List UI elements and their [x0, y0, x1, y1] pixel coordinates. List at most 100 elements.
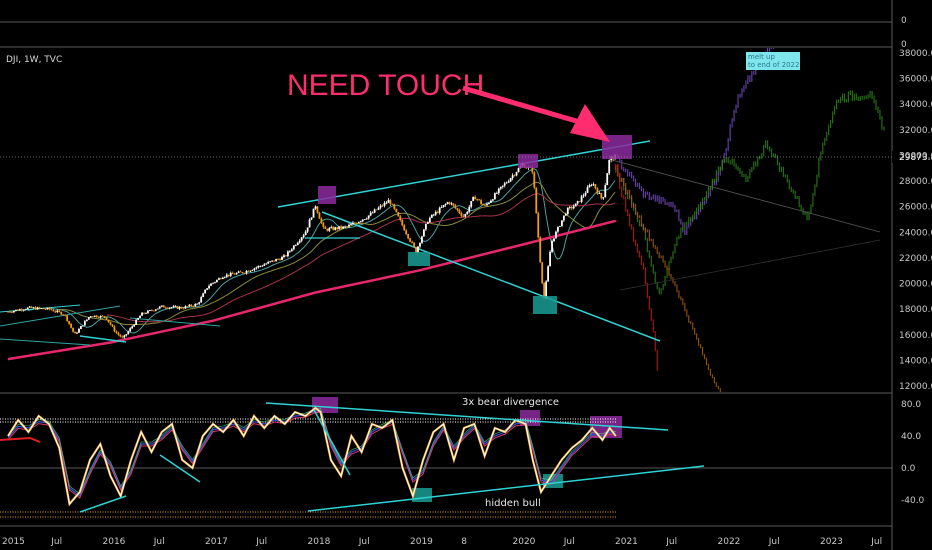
- price-tick-9: 30000.0: [899, 151, 932, 161]
- candle-body-200: [401, 220, 404, 226]
- candle-body-165: [332, 227, 335, 230]
- candle-body-292: [582, 195, 585, 197]
- candle-body-249: [497, 188, 500, 194]
- time-axis: 2015 Jul 2016 Jul 2017 Jul 2018 Jul 2019 8 2020 Jul…: [2, 537, 882, 547]
- candle-body-64: [133, 324, 136, 327]
- teal-marker-0: [408, 252, 430, 266]
- candle-body-107: [218, 278, 220, 280]
- candle-body-287: [572, 206, 575, 209]
- candle-body-283: [564, 213, 567, 216]
- time-tick-6: 2018: [308, 537, 331, 547]
- time-tick-4: 2017: [205, 537, 228, 547]
- candle-body-118: [239, 271, 242, 273]
- candle-body-55: [115, 331, 118, 333]
- candle-body-19: [44, 308, 47, 310]
- candle-body-109: [221, 277, 224, 280]
- candle-body-38: [82, 325, 84, 327]
- candle-body-50: [105, 317, 108, 320]
- candle-body-53: [111, 324, 114, 327]
- faint-line-1: [611, 159, 881, 233]
- candle-body-263: [525, 167, 528, 169]
- time-tick-11: Jul: [563, 537, 575, 547]
- early-line-3: [79, 335, 127, 343]
- candle-body-232: [464, 214, 467, 217]
- candle-body-242: [484, 205, 486, 206]
- osc-k-white: [7, 407, 617, 506]
- candle-body-23: [52, 310, 55, 312]
- candle-body-194: [389, 200, 392, 205]
- candle-body-25: [56, 310, 59, 312]
- candle-body-93: [190, 304, 193, 307]
- candle-body-114: [231, 272, 234, 274]
- candle-body-298: [594, 184, 597, 189]
- candle-body-28: [62, 314, 65, 316]
- candle-body-108: [219, 278, 222, 280]
- lower-channel-line: [321, 211, 661, 342]
- candle-body-239: [478, 199, 481, 201]
- faint-line-2: [619, 239, 881, 291]
- candle-body-164: [330, 227, 333, 229]
- candle-body-27: [60, 311, 63, 315]
- candle-body-131: [265, 263, 268, 265]
- candle-body-105: [214, 281, 216, 283]
- melt-up-note: melt up to end of 2022: [748, 53, 799, 69]
- candle-body-252: [503, 183, 506, 186]
- candle-body-41: [87, 317, 90, 320]
- candle-body-13: [32, 307, 35, 309]
- candle-body-175: [352, 222, 354, 225]
- candle-body-220: [440, 207, 443, 208]
- candle-body-36: [78, 328, 80, 333]
- purple-marker-0: [318, 186, 336, 204]
- candle-body-52: [109, 322, 112, 325]
- candle-body-20: [46, 307, 49, 310]
- candle-body-222: [444, 204, 447, 206]
- candle-body-168: [338, 226, 341, 230]
- candle-body-196: [393, 204, 396, 209]
- candle-body-69: [143, 312, 145, 314]
- candle-body-139: [281, 256, 283, 261]
- candle-body-97: [198, 302, 201, 304]
- candle-body-269: [537, 213, 540, 238]
- candle-body-94: [192, 306, 195, 307]
- candle-body-211: [423, 229, 425, 237]
- candle-body-91: [186, 306, 189, 308]
- candle-body-21: [48, 307, 51, 310]
- candle-body-255: [509, 178, 512, 182]
- candle-body-282: [562, 215, 565, 221]
- candle-body-146: [294, 244, 297, 246]
- candle-body-230: [460, 213, 463, 216]
- osc-tick-1: 40.0: [901, 432, 921, 442]
- candle-body-102: [208, 285, 210, 289]
- candle-body-119: [241, 272, 244, 274]
- early-line-2: [0, 305, 121, 327]
- candle-body-43: [91, 316, 94, 318]
- candle-body-271: [541, 262, 544, 284]
- candle-body-289: [576, 201, 579, 204]
- candle-body-180: [361, 219, 364, 222]
- need-touch-arrow-shaft: [462, 85, 591, 128]
- candle-body-182: [365, 218, 368, 220]
- candle-body-145: [292, 245, 295, 250]
- candle-body-140: [283, 255, 285, 257]
- candle-body-84: [172, 306, 175, 308]
- candle-body-72: [149, 310, 151, 311]
- candle-body-286: [570, 206, 573, 209]
- candle-body-272: [543, 283, 546, 299]
- symbol-label: DJI, 1W, TVC: [6, 55, 62, 65]
- osc-tick-3: -40.0: [901, 496, 925, 506]
- candle-body-103: [210, 283, 212, 286]
- candle-body-258: [515, 172, 518, 176]
- candle-body-285: [568, 206, 571, 208]
- candle-body-203: [407, 234, 410, 239]
- candle-body-65: [135, 319, 138, 325]
- candle-body-274: [547, 266, 549, 282]
- price-tick-13: 38000.0: [899, 49, 932, 59]
- candle-body-296: [590, 184, 593, 186]
- candle-body-204: [409, 238, 412, 242]
- candle-body-74: [152, 310, 155, 312]
- candle-body-246: [492, 199, 494, 201]
- candle-body-173: [348, 224, 350, 227]
- candle-body-129: [261, 265, 264, 267]
- candle-body-83: [170, 307, 173, 309]
- candle-body-217: [434, 211, 437, 215]
